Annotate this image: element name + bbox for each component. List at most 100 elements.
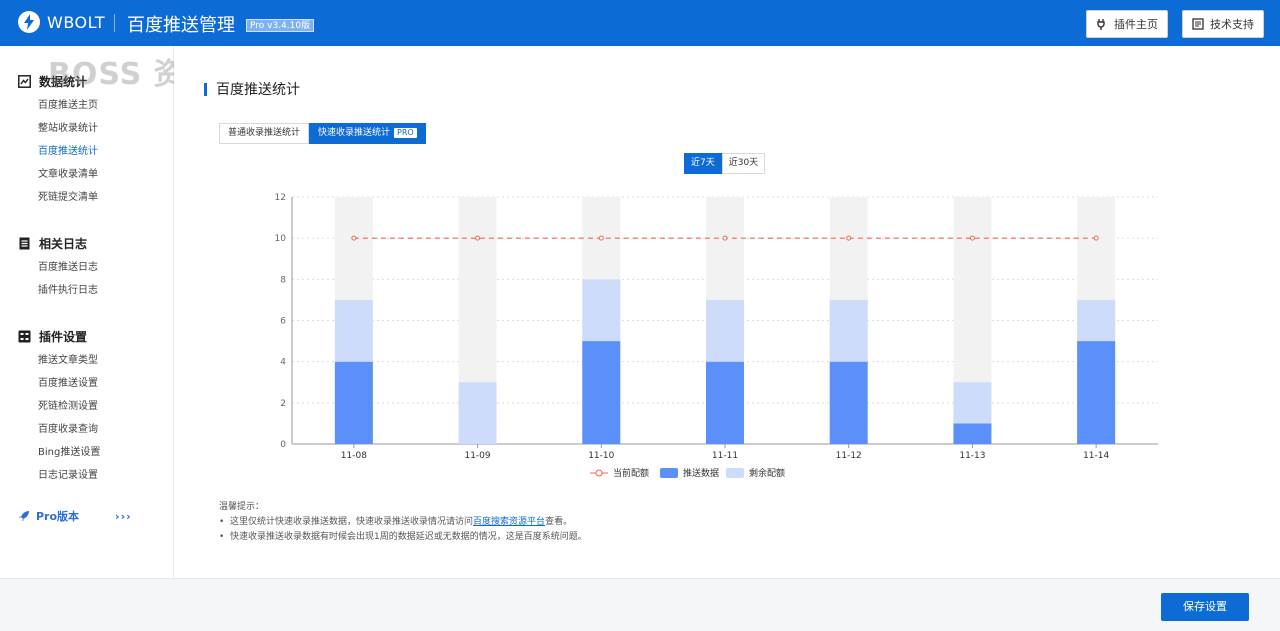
sidebar-item-post-types[interactable]: 推送文章类型	[38, 355, 98, 366]
quota-point	[722, 235, 728, 241]
quota-point	[1093, 235, 1099, 241]
range-tabs: 近7天 近30天	[684, 153, 766, 174]
bar-push-data	[1077, 341, 1116, 444]
chart-icon	[18, 74, 31, 88]
lightning-logo-icon	[18, 11, 40, 33]
sidebar-item-article-index-list[interactable]: 文章收录清单	[38, 169, 98, 180]
bar-remaining-quota	[953, 382, 992, 424]
sidebar-group-settings: 插件设置 推送文章类型 百度推送设置 死链检测设置 百度收录查询 Bing推送设…	[18, 327, 100, 487]
tip-item-1: • 这里仅统计快速收录推送数据，快速收录推送收录情况请访问百度搜索资源平台查看。	[219, 517, 573, 527]
sidebar-group-title: 插件设置	[39, 329, 88, 344]
tab-normal-push-stats[interactable]: 普通收录推送统计	[219, 123, 310, 144]
y-tick-label: 12	[275, 193, 286, 203]
legend-remaining-label: 剩余配额	[749, 467, 785, 479]
pro-version-link[interactable]: Pro版本 ›››	[18, 508, 132, 524]
sidebar-item-index-query[interactable]: 百度收录查询	[38, 424, 98, 435]
legend-quota-label: 当前配额	[613, 467, 649, 479]
bar-push-data	[334, 361, 373, 444]
rocket-icon	[19, 511, 29, 521]
baidu-resource-platform-link[interactable]: 百度搜索资源平台	[473, 517, 546, 527]
pro-badge: PRO	[394, 128, 417, 138]
y-tick-label: 8	[280, 275, 286, 285]
x-tick-label: 11-13	[959, 451, 985, 461]
plugin-home-label: 插件主页	[1114, 18, 1158, 31]
bar-remaining-quota	[829, 299, 868, 362]
top-bar: WBOLT 百度推送管理 Pro v3.4.10版 插件主页 技术支持	[0, 0, 1280, 46]
stats-tabs: 普通收录推送统计 快速收录推送统计 PRO	[219, 123, 426, 144]
sidebar-item-log-settings[interactable]: 日志记录设置	[38, 470, 98, 481]
tip-text: 这里仅统计快速收录推送数据，快速收录推送收录情况请访问	[230, 517, 474, 527]
bar-remaining-quota	[706, 299, 744, 362]
quota-point	[846, 235, 852, 241]
x-tick-label: 11-14	[1083, 451, 1109, 461]
quota-point	[969, 235, 975, 241]
y-tick-label: 0	[280, 440, 286, 450]
x-tick-label: 11-10	[588, 451, 614, 461]
legend-push-label: 推送数据	[683, 467, 719, 479]
pro-arrows-icon: ›››	[115, 509, 132, 523]
sidebar-group-logs: 相关日志 百度推送日志 插件执行日志	[18, 234, 98, 302]
tab-fast-push-stats[interactable]: 快速收录推送统计 PRO	[309, 123, 426, 144]
tips-block: 温馨提示： • 这里仅统计快速收录推送数据，快速收录推送收录情况请访问百度搜索资…	[219, 500, 587, 545]
x-tick-label: 11-08	[341, 451, 367, 461]
footer-bar: 保存设置	[0, 578, 1280, 631]
legend-quota-marker	[595, 469, 603, 477]
x-tick-label: 11-11	[712, 451, 738, 461]
bar-push-data	[829, 361, 868, 444]
sidebar-group-title: 相关日志	[39, 236, 88, 251]
bar-push-data	[953, 423, 992, 444]
sidebar-item-push-log[interactable]: 百度推送日志	[38, 262, 98, 273]
tab-label: 快速收录推送统计	[318, 128, 391, 138]
settings-grid-icon	[18, 330, 31, 342]
section-accent-bar	[204, 82, 207, 96]
y-tick-label: 2	[280, 399, 286, 409]
support-icon	[1192, 18, 1204, 30]
sidebar-item-deadlink-settings[interactable]: 死链检测设置	[38, 401, 98, 412]
bar-remaining-quota	[1077, 299, 1116, 342]
tech-support-button[interactable]: 技术支持	[1182, 10, 1264, 38]
plugin-home-button[interactable]: 插件主页	[1086, 10, 1168, 38]
bar-remaining-quota	[582, 279, 621, 342]
tab-last-30-days[interactable]: 近30天	[721, 153, 766, 174]
push-stats-chart: 0 2 4 6 8 10 12 11-08 11-09 11-10 11-11 11-12 11-13 1…	[275, 193, 1158, 479]
sidebar-item-push-stats[interactable]: 百度推送统计	[38, 146, 98, 157]
x-tick-label: 11-12	[836, 451, 862, 461]
brand-name: WBOLT	[47, 13, 106, 32]
quota-point	[351, 235, 357, 241]
legend-push-swatch	[660, 468, 678, 478]
main-panel: 百度推送统计 普通收录推送统计 快速收录推送统计 PRO 近7天 近30天 0 2 4…	[174, 46, 1280, 578]
version-badge: Pro v3.4.10版	[246, 19, 315, 32]
tip-text: 快速收录推送收录数据有时候会出现1周的数据延迟或无数据的情况，这是百度系统问题。	[230, 532, 587, 542]
sidebar-item-deadlink-list[interactable]: 死链提交清单	[38, 192, 98, 203]
sidebar-item-plugin-log[interactable]: 插件执行日志	[38, 285, 98, 296]
quota-point	[598, 235, 604, 241]
y-tick-label: 6	[280, 317, 286, 327]
plug-icon	[1096, 18, 1108, 30]
sidebar-item-site-index-stats[interactable]: 整站收录统计	[38, 123, 98, 134]
brand-divider	[114, 14, 115, 32]
bar-push-data	[582, 341, 621, 444]
bar-remaining-quota	[458, 382, 497, 444]
sidebar-item-bing-settings[interactable]: Bing推送设置	[38, 447, 101, 458]
tab-label: 普通收录推送统计	[228, 128, 301, 138]
page-title: 百度推送统计	[216, 82, 300, 98]
sidebar: 数据统计 百度推送主页 整站收录统计 百度推送统计 文章收录清单 死链提交清单 …	[0, 46, 174, 578]
sidebar-item-push-settings[interactable]: 百度推送设置	[38, 378, 98, 389]
tip-item-2: • 快速收录推送收录数据有时候会出现1周的数据延迟或无数据的情况，这是百度系统问…	[219, 532, 587, 542]
pro-version-label: Pro版本	[36, 510, 80, 523]
save-settings-button[interactable]: 保存设置	[1161, 593, 1249, 621]
sidebar-group-title: 数据统计	[39, 74, 88, 89]
document-icon	[19, 237, 30, 249]
tech-support-label: 技术支持	[1210, 18, 1254, 31]
quota-point	[475, 235, 481, 241]
bar-remaining-quota	[334, 299, 373, 362]
section-header: 百度推送统计	[204, 79, 300, 99]
y-tick-label: 10	[275, 234, 287, 244]
bar-push-data	[706, 361, 744, 444]
tab-last-7-days[interactable]: 近7天	[684, 153, 722, 174]
sidebar-group-stats: 数据统计 百度推送主页 整站收录统计 百度推送统计 文章收录清单 死链提交清单	[18, 72, 98, 209]
tips-title: 温馨提示：	[219, 502, 265, 512]
legend-remaining-swatch	[726, 468, 744, 478]
x-tick-label: 11-09	[464, 451, 490, 461]
sidebar-item-push-home[interactable]: 百度推送主页	[38, 100, 98, 111]
